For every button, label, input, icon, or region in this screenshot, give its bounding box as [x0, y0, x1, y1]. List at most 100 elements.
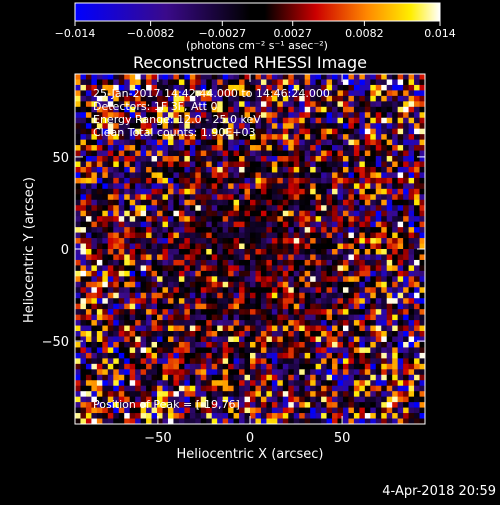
heatmap-cell — [118, 150, 125, 157]
heatmap-cell — [342, 112, 349, 119]
heatmap-cell — [359, 352, 366, 359]
heatmap-cell — [348, 84, 355, 91]
heatmap-cell — [217, 347, 223, 354]
heatmap-cell — [403, 156, 409, 162]
heatmap-cell — [370, 270, 377, 277]
heatmap-cell — [151, 128, 158, 135]
heatmap-cell — [288, 232, 295, 239]
heatmap-cell — [293, 303, 300, 310]
heatmap-cell — [326, 101, 333, 108]
heatmap-cell — [359, 309, 366, 315]
heatmap-cell — [189, 363, 196, 370]
heatmap-cell — [364, 385, 371, 392]
heatmap-cell — [332, 210, 338, 217]
heatmap-cell — [260, 314, 267, 321]
heatmap-cell — [370, 385, 377, 392]
heatmap-cell — [151, 391, 158, 397]
heatmap-cell — [353, 156, 360, 162]
heatmap-cell — [271, 79, 278, 86]
heatmap-cell — [96, 320, 103, 326]
heatmap-cell — [337, 177, 344, 184]
heatmap-cell — [326, 314, 333, 321]
heatmap-cell — [255, 84, 262, 91]
heatmap-cell — [239, 166, 245, 173]
heatmap-cell — [348, 166, 355, 173]
heatmap-cell — [85, 309, 92, 315]
heatmap-cell — [189, 232, 196, 239]
heatmap-cell — [315, 358, 322, 365]
heatmap-cell — [228, 123, 234, 129]
heatmap-cell — [419, 112, 426, 119]
heatmap-cell — [102, 309, 109, 315]
heatmap-cell — [239, 320, 245, 326]
heatmap-cell — [157, 413, 163, 419]
heatmap-cell — [107, 320, 114, 326]
heatmap-cell — [304, 232, 311, 239]
heatmap-cell — [260, 139, 267, 146]
heatmap-cell — [228, 161, 234, 168]
heatmap-cell — [353, 216, 360, 222]
heatmap-cell — [233, 90, 240, 97]
heatmap-cell — [397, 221, 404, 228]
heatmap-cell — [151, 369, 158, 376]
heatmap-cell — [293, 123, 300, 129]
heatmap-cell — [184, 227, 191, 233]
heatmap-cell — [370, 90, 377, 97]
heatmap-cell — [239, 369, 245, 376]
heatmap-cell — [96, 216, 103, 222]
heatmap-cell — [178, 150, 185, 157]
heatmap-cell — [359, 166, 366, 173]
heatmap-cell — [129, 194, 136, 201]
heatmap-cell — [271, 391, 278, 397]
heatmap-cell — [233, 281, 240, 288]
heatmap-cell — [375, 396, 382, 403]
heatmap-cell — [239, 396, 245, 403]
heatmap-cell — [271, 243, 278, 250]
heatmap-cell — [266, 270, 273, 277]
heatmap-cell — [211, 210, 218, 217]
heatmap-cell — [178, 276, 185, 283]
heatmap-cell — [414, 156, 420, 162]
heatmap-cell — [255, 194, 262, 201]
heatmap-cell — [173, 287, 180, 294]
heatmap-cell — [184, 161, 191, 168]
heatmap-cell — [260, 145, 267, 151]
heatmap-cell — [217, 413, 223, 419]
heatmap-cell — [337, 336, 344, 343]
heatmap-cell — [178, 418, 185, 425]
heatmap-cell — [315, 134, 322, 140]
heatmap-cell — [107, 90, 114, 97]
heatmap-cell — [146, 227, 152, 233]
heatmap-cell — [189, 117, 196, 124]
heatmap-cell — [348, 227, 355, 233]
heatmap-cell — [124, 194, 130, 201]
heatmap-cell — [299, 238, 305, 244]
heatmap-cell — [189, 188, 196, 195]
heatmap-cell — [419, 314, 426, 321]
heatmap-cell — [107, 106, 114, 113]
heatmap-cell — [310, 363, 316, 370]
heatmap-cell — [277, 216, 284, 222]
heatmap-cell — [310, 352, 316, 359]
heatmap-cell — [293, 407, 300, 414]
heatmap-cell — [167, 303, 174, 310]
heatmap-cell — [129, 150, 136, 157]
heatmap-cell — [189, 380, 196, 387]
heatmap-cell — [244, 407, 251, 414]
heatmap-cell — [162, 74, 169, 80]
heatmap-cell — [239, 101, 245, 108]
heatmap-cell — [321, 396, 327, 403]
heatmap-cell — [113, 161, 120, 168]
heatmap-cell — [315, 74, 322, 80]
heatmap-cell — [80, 259, 87, 266]
heatmap-cell — [288, 336, 295, 343]
heatmap-cell — [271, 172, 278, 179]
heatmap-cell — [353, 172, 360, 179]
heatmap-cell — [162, 172, 169, 179]
heatmap-cell — [282, 363, 289, 370]
heatmap-cell — [403, 172, 409, 179]
heatmap-cell — [419, 407, 426, 414]
heatmap-cell — [178, 385, 185, 392]
heatmap-cell — [321, 325, 327, 332]
heatmap-cell — [107, 396, 114, 403]
